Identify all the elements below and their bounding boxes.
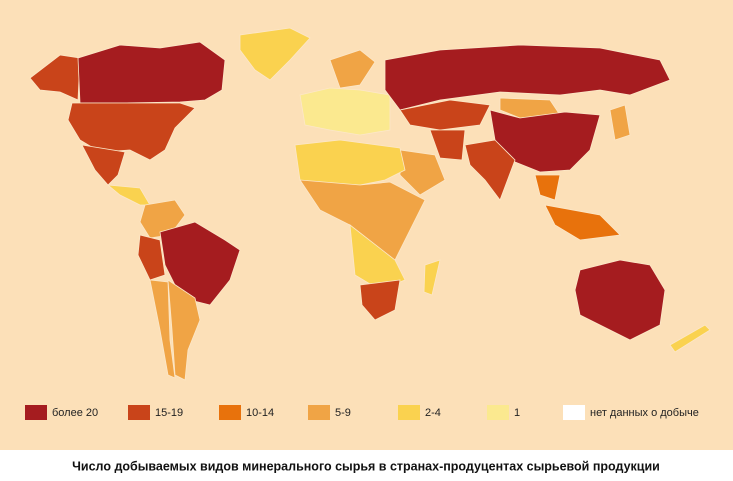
indonesia: [544, 204, 621, 241]
legend-swatch: [398, 405, 420, 420]
peru: [137, 234, 166, 281]
kazakhstan: [399, 99, 491, 131]
argentina: [167, 279, 201, 381]
alaska: [29, 54, 81, 101]
greenland: [239, 27, 311, 81]
legend-label: 1: [514, 407, 520, 419]
australia: [574, 259, 666, 341]
india: [464, 139, 516, 201]
legend-label: 15-19: [155, 407, 183, 419]
legend-swatch: [487, 405, 509, 420]
legend-swatch: [25, 405, 47, 420]
legend-label: 10-14: [246, 407, 274, 419]
usa: [67, 102, 196, 161]
legend-label: 2-4: [425, 407, 441, 419]
legend-swatch: [219, 405, 241, 420]
europe: [299, 87, 391, 136]
legend-swatch: [308, 405, 330, 420]
legend-swatch: [563, 405, 585, 420]
legend-label: 5-9: [335, 407, 351, 419]
chile: [149, 279, 176, 379]
legend-label: нет данных о добыче: [590, 407, 699, 419]
iran: [429, 129, 466, 161]
japan: [609, 104, 631, 141]
world-map: [29, 27, 711, 381]
caption: Число добываемых видов минерального сырь…: [72, 459, 660, 473]
legend-swatch: [128, 405, 150, 420]
mexico: [81, 144, 126, 186]
madagascar: [423, 259, 441, 296]
southeast-asia: [534, 174, 561, 201]
scandinavia: [329, 49, 376, 89]
central-africa: [299, 179, 426, 261]
canada: [77, 41, 226, 104]
legend: более 20 15-19 10-14 5-9 2-4 1 нет данных о до…: [25, 405, 699, 420]
south-africa: [359, 279, 401, 321]
legend-label: более 20: [52, 407, 98, 419]
new-zealand: [669, 324, 711, 353]
brazil: [159, 221, 241, 306]
